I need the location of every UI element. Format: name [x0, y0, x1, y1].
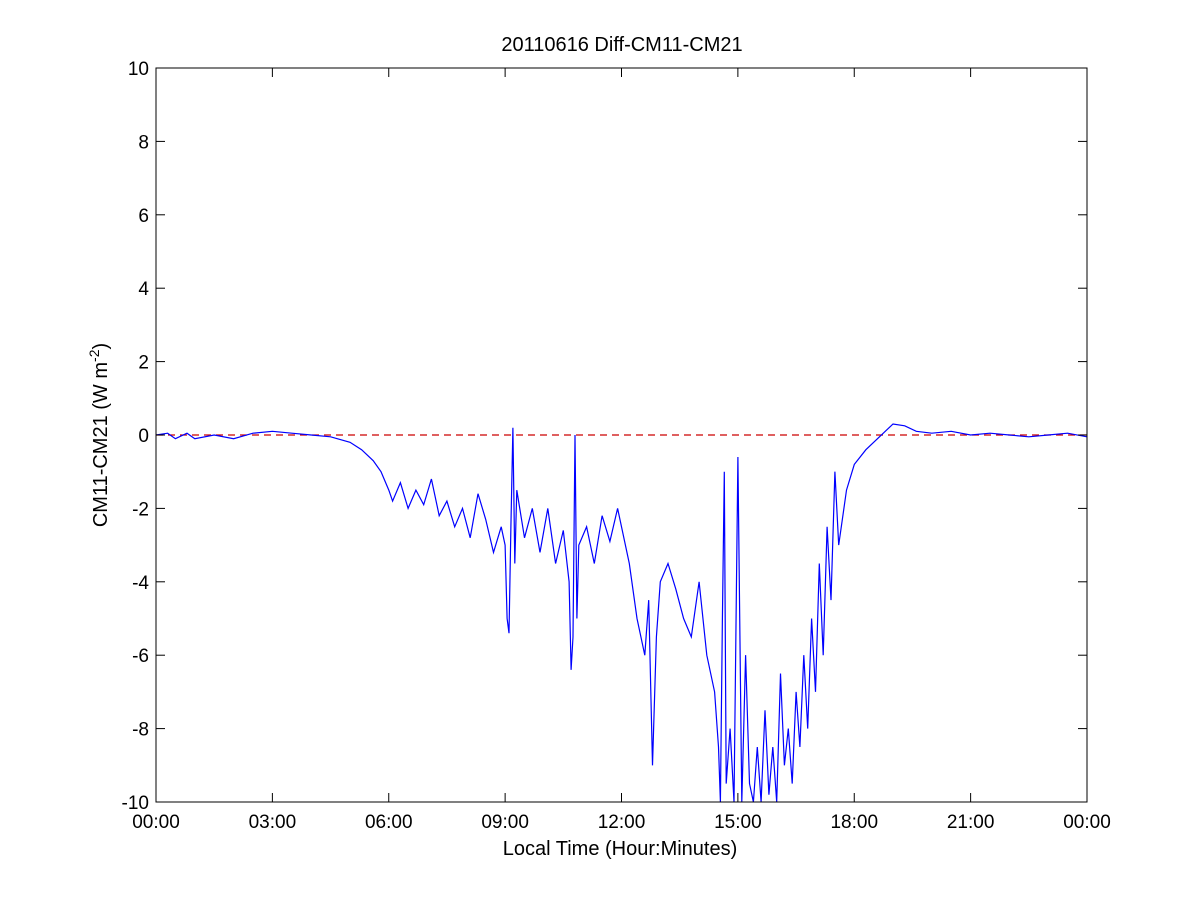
x-tick-label: 06:00 [365, 812, 413, 833]
y-tick-label: -10 [122, 793, 149, 814]
x-tick-label: 18:00 [830, 812, 878, 833]
series-line-1 [156, 423, 1087, 802]
x-tick-label: 00:00 [132, 812, 180, 833]
plot-area: 00:00 03:00 06:00 09:00 12:00 15:00 18:00 21:00… [122, 59, 1111, 833]
y-tick-label: -2 [132, 499, 149, 520]
y-axis-label-main: CM11-CM21 (W m [90, 362, 112, 527]
x-tick-label: 15:00 [714, 812, 762, 833]
y-axis-label-close: ) [90, 343, 112, 350]
x-tick-label: 03:00 [249, 812, 297, 833]
x-axis-label: Local Time (Hour:Minutes) [503, 838, 738, 860]
chart-title: 20110616 Diff-CM11-CM21 [501, 34, 742, 56]
y-tick-label: -4 [132, 573, 149, 594]
y-tick-label: 0 [138, 426, 149, 447]
x-tick-label: 21:00 [947, 812, 995, 833]
x-tick-label: 09:00 [481, 812, 529, 833]
y-tick-label: 8 [138, 132, 149, 153]
y-tick-label: -8 [132, 720, 149, 741]
y-tick-label: 10 [128, 59, 149, 80]
x-tick-label: 00:00 [1063, 812, 1111, 833]
y-tick-label: 2 [138, 353, 149, 374]
y-axis-label-superscript: -2 [86, 349, 102, 362]
y-tick-label: 6 [138, 206, 149, 227]
y-axis-label: CM11-CM21 (W m-2) [86, 343, 112, 527]
x-tick-label: 12:00 [598, 812, 646, 833]
y-tick-label: 4 [138, 279, 149, 300]
y-tick-label: -6 [132, 646, 149, 667]
